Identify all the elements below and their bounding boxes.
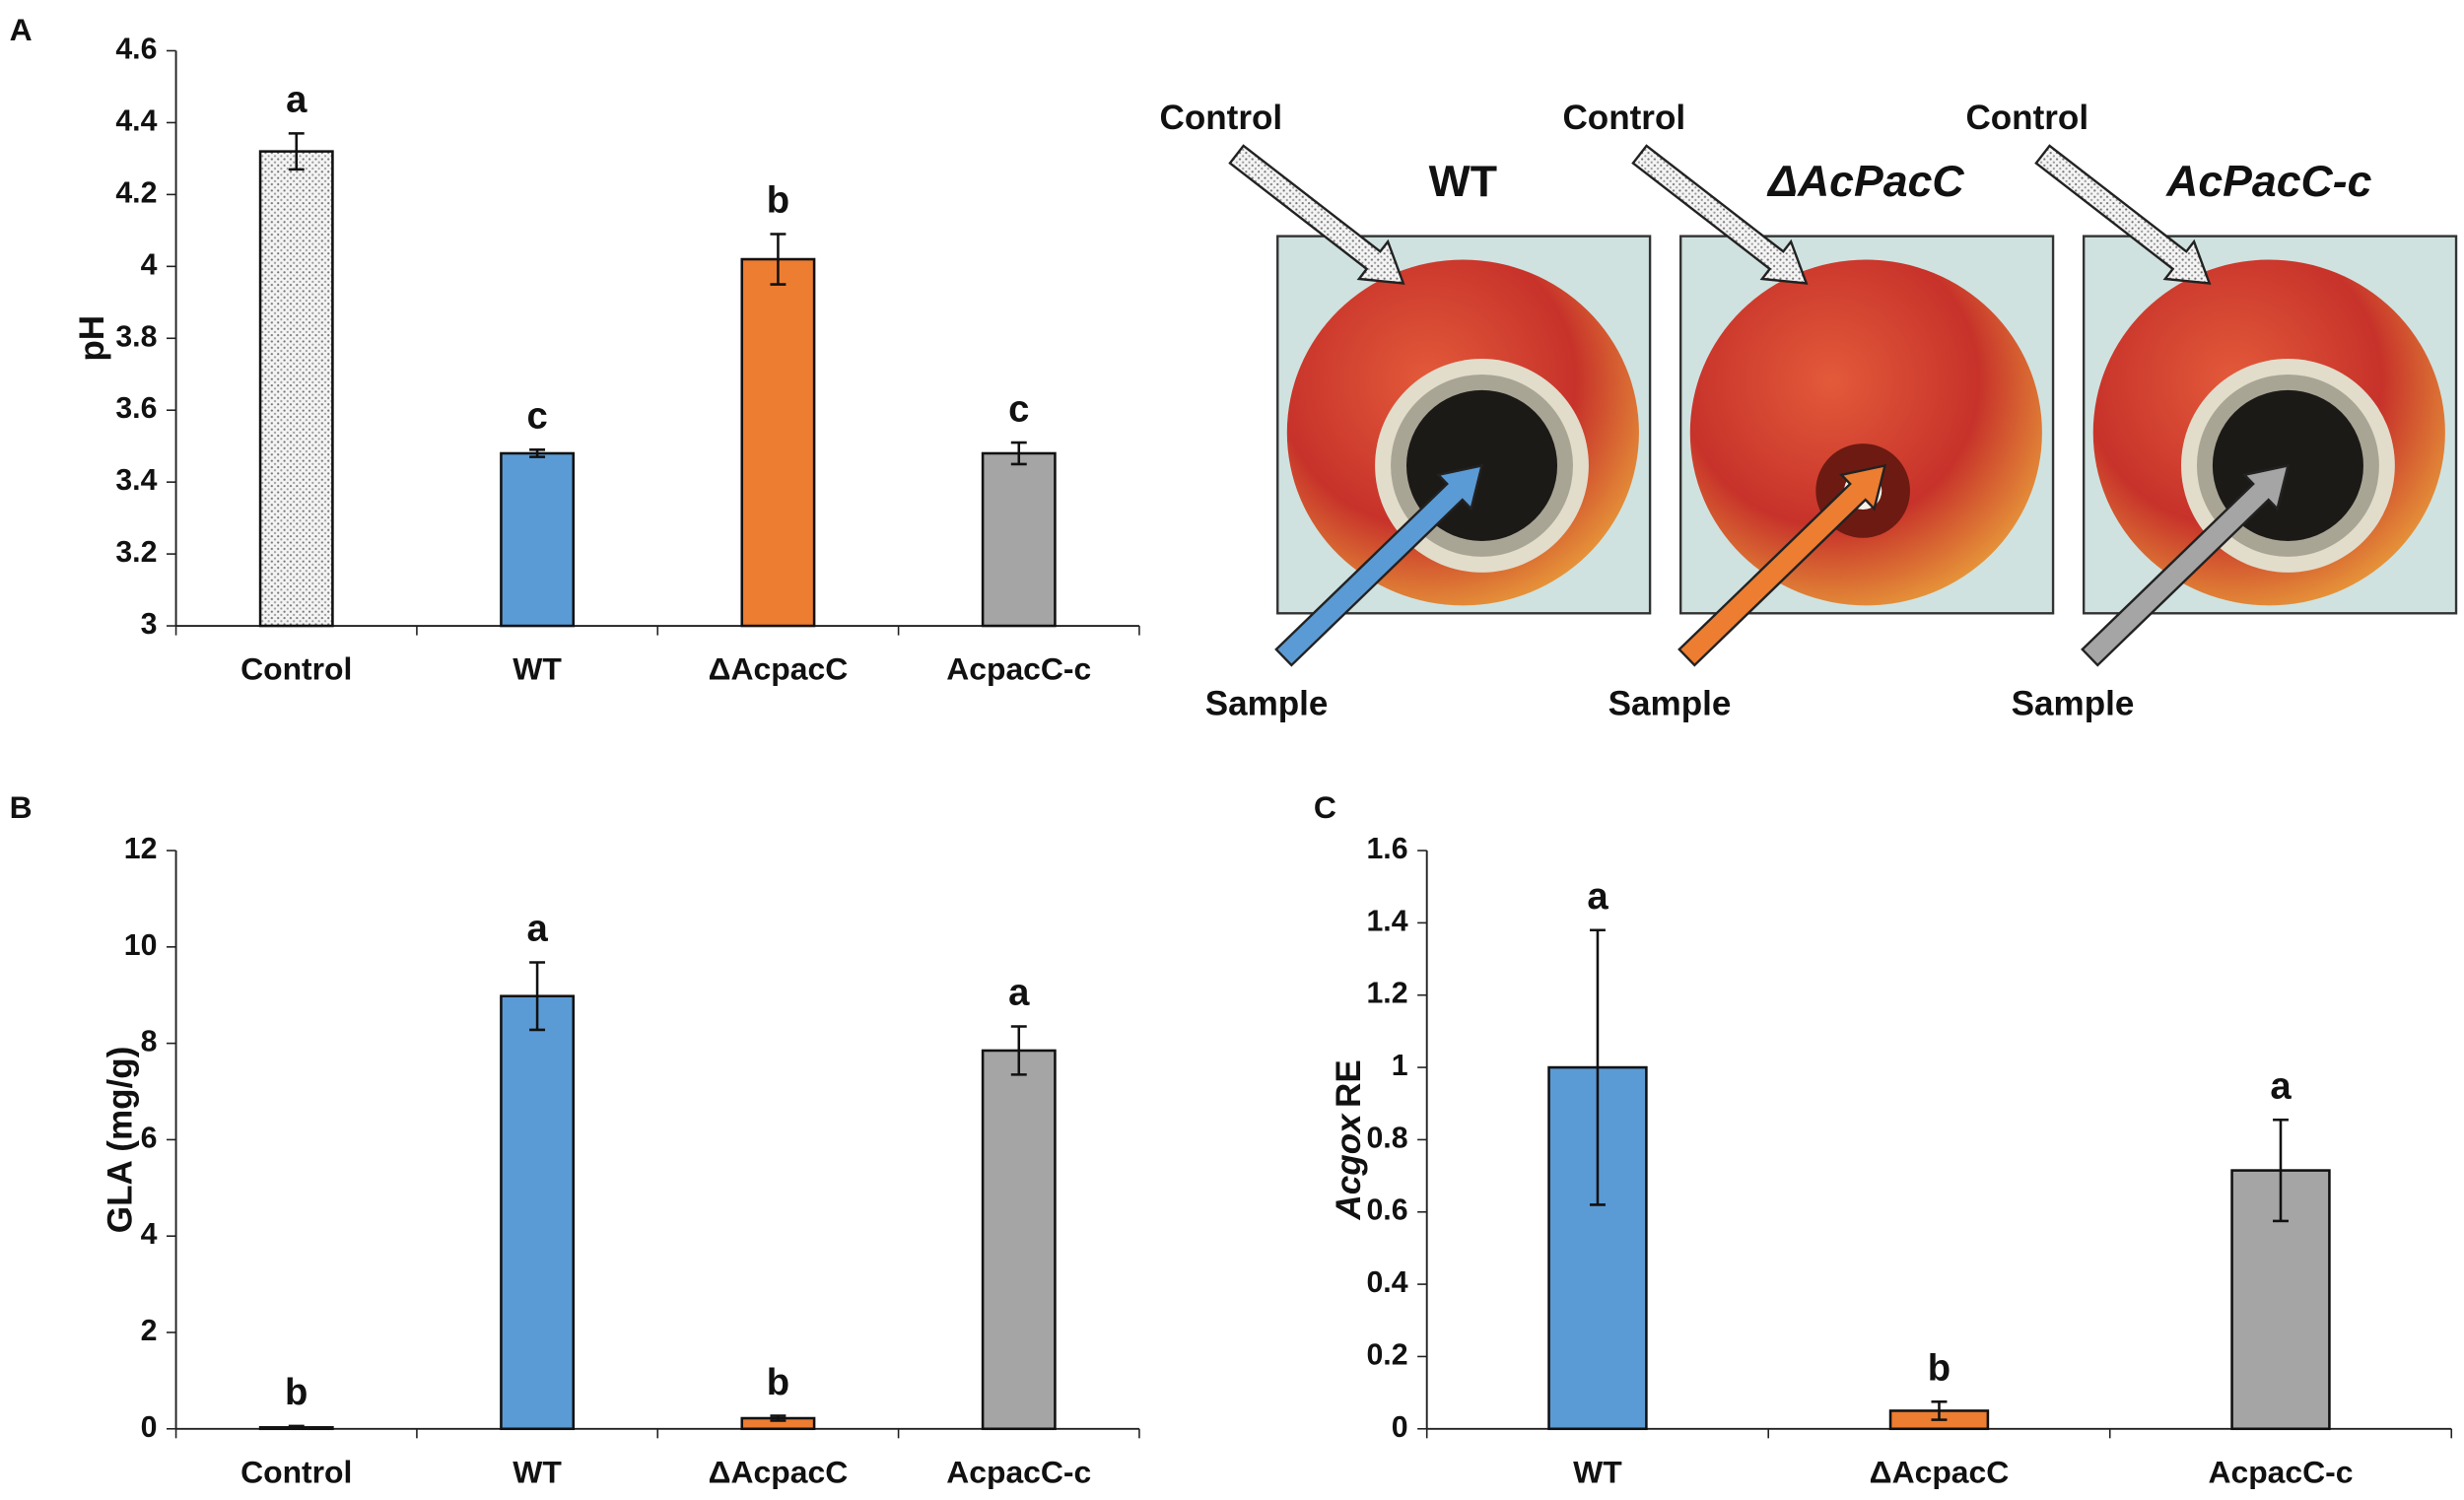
panel-label: C — [1314, 789, 1336, 825]
x-tick-label: Control — [240, 1454, 352, 1489]
bar — [500, 451, 576, 628]
y-tick-label: 4.2 — [115, 176, 157, 209]
y-axis-title-part: RE — [1330, 1059, 1368, 1108]
y-axis-title-part: Acgox — [1330, 1113, 1368, 1221]
significance-letter: a — [2270, 1064, 2292, 1107]
x-tick-label: ΔAcpacC — [709, 651, 849, 687]
y-tick-label: 3.6 — [115, 392, 157, 425]
y-tick-label: 0.2 — [1366, 1338, 1407, 1371]
y-tick-label: 1.4 — [1366, 905, 1407, 937]
significance-letter: a — [1008, 972, 1030, 1014]
bar — [981, 1049, 1057, 1431]
x-tick-label: AcpacC-c — [946, 651, 1091, 687]
significance-letter: a — [526, 908, 548, 950]
arrow — [1228, 144, 1405, 285]
y-tick-label: 2 — [141, 1315, 158, 1347]
photo-title: AcPacC-c — [2165, 158, 2372, 206]
y-axis-title: pH — [73, 315, 111, 362]
x-tick-label: ΔAcpacC — [709, 1454, 849, 1489]
bar — [981, 451, 1057, 628]
x-tick-label: AcpacC-c — [946, 1454, 1091, 1489]
bar — [258, 150, 334, 628]
y-tick-label: 3.4 — [115, 464, 157, 497]
control-label: Control — [1160, 99, 1283, 137]
y-tick-label: 1 — [1392, 1050, 1408, 1082]
significance-letter: c — [1008, 387, 1029, 430]
y-tick-label: 1.2 — [1366, 978, 1407, 1010]
arrow — [1677, 463, 1887, 667]
control-label: Control — [1965, 99, 2088, 137]
significance-letter: a — [286, 79, 308, 121]
significance-letter: c — [526, 395, 547, 438]
bar — [500, 994, 576, 1431]
y-axis-title: GLA (mg/g) — [102, 1047, 140, 1234]
arrow — [1274, 463, 1484, 667]
y-tick-label: 3.2 — [115, 536, 157, 569]
y-tick-label: 4.4 — [115, 104, 157, 137]
photo-title: WT — [1429, 158, 1497, 206]
significance-letter: b — [1928, 1346, 1951, 1389]
control-label: Control — [1562, 99, 1685, 137]
y-tick-label: 0 — [1392, 1411, 1408, 1444]
x-tick-label: AcpacC-c — [2208, 1454, 2353, 1489]
bar — [740, 257, 816, 628]
y-tick-label: 0.8 — [1366, 1122, 1407, 1154]
arrow — [2081, 463, 2291, 667]
peach — [1689, 259, 2042, 606]
sample-label: Sample — [1205, 685, 1329, 723]
panel-label: B — [10, 789, 33, 825]
y-tick-label: 0 — [141, 1411, 158, 1444]
y-tick-label: 0.4 — [1366, 1266, 1407, 1299]
y-tick-label: 10 — [124, 929, 158, 962]
significance-letter: b — [767, 1361, 789, 1403]
y-tick-label: 4 — [141, 1218, 158, 1251]
sample-label: Sample — [1608, 685, 1732, 723]
arrow — [2034, 144, 2212, 285]
y-tick-label: 3 — [141, 608, 158, 641]
y-axis-title: Acgox RE — [1330, 1059, 1368, 1220]
y-tick-label: 0.6 — [1366, 1194, 1407, 1227]
significance-letter: b — [767, 179, 789, 222]
significance-letter: b — [285, 1371, 308, 1413]
y-tick-label: 3.8 — [115, 320, 157, 353]
arrow — [1631, 144, 1809, 285]
x-tick-label: Control — [240, 651, 352, 687]
x-tick-label: WT — [513, 651, 562, 687]
y-tick-label: 4.6 — [115, 33, 157, 65]
sample-label: Sample — [2012, 685, 2135, 723]
significance-letter: a — [1587, 875, 1608, 918]
photo-title: ΔAcPacC — [1766, 158, 1964, 206]
y-tick-label: 6 — [141, 1122, 158, 1154]
x-tick-label: WT — [1573, 1454, 1622, 1489]
x-tick-label: ΔAcpacC — [1870, 1454, 2010, 1489]
y-tick-label: 4 — [141, 248, 158, 281]
y-tick-label: 1.6 — [1366, 833, 1407, 865]
panel-label: A — [10, 12, 33, 47]
y-tick-label: 8 — [141, 1026, 158, 1058]
x-tick-label: WT — [513, 1454, 562, 1489]
y-tick-label: 12 — [124, 833, 158, 865]
